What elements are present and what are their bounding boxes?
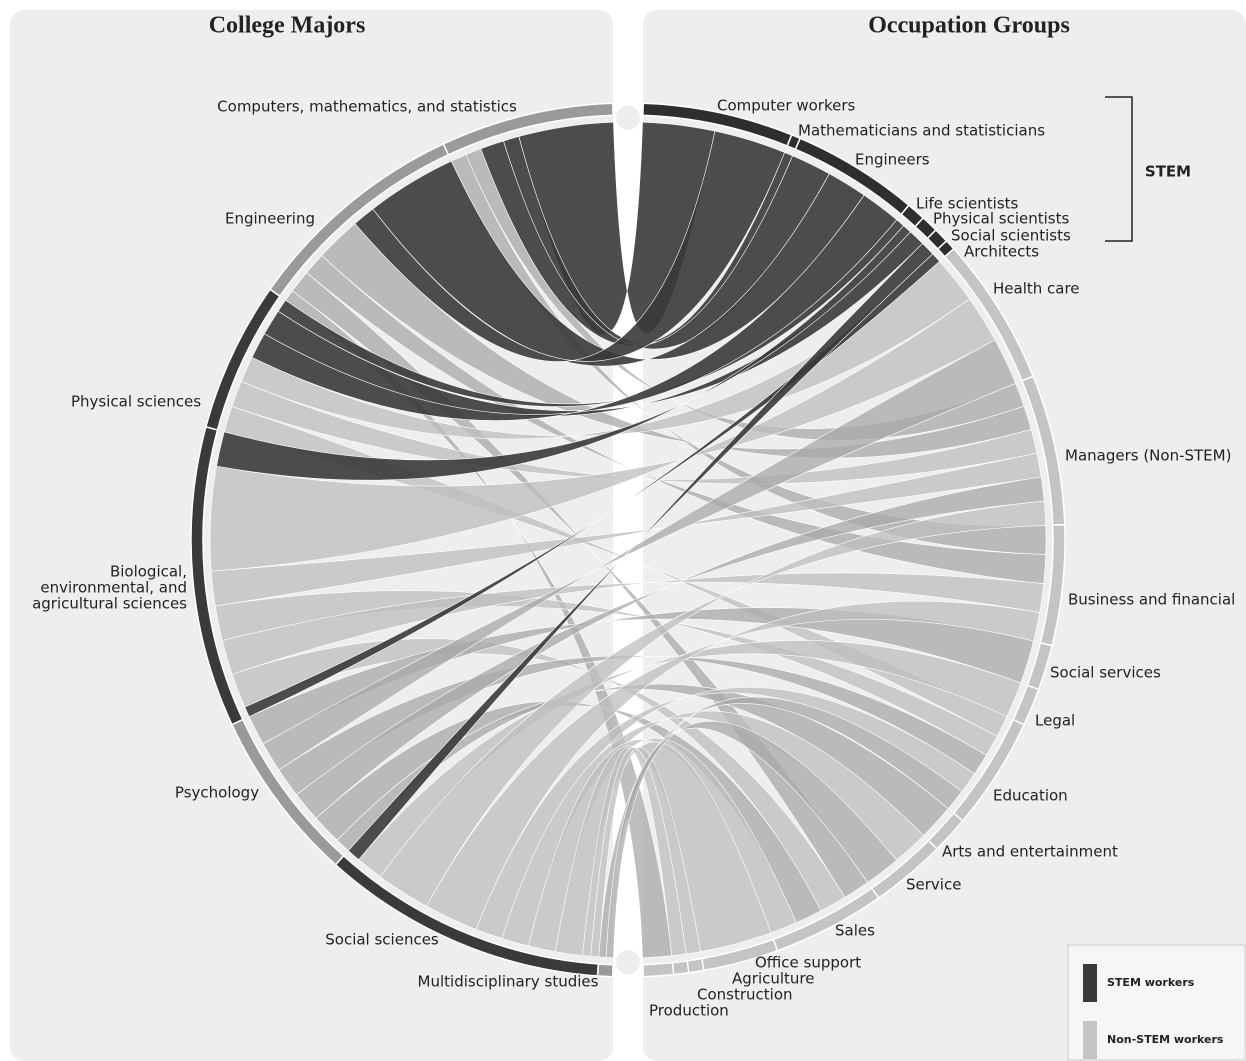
occupation-label: Mathematicians and statisticians [798,122,1045,140]
occupation-arc [671,960,690,976]
major-label: environmental, and [40,579,187,597]
chord [426,600,1040,930]
legend-swatch [1083,1021,1097,1059]
chord [347,242,934,861]
legend-label: Non-STEM workers [1107,1033,1224,1046]
chord [590,747,701,958]
major-label: Engineering [225,210,315,228]
occupation-label: Social services [1050,664,1161,682]
chord [210,452,1042,607]
occupation-label: Physical scientists [933,210,1069,228]
ring [190,102,1066,978]
occupation-arc [686,957,705,974]
stem-bracket [1105,96,1133,242]
chord [262,339,1016,771]
occupation-label: Agriculture [732,970,815,988]
occupation-label: Health care [993,280,1080,298]
chords [209,121,1047,959]
major-arc [596,963,614,978]
major-label: Social sciences [325,931,439,949]
chord [216,225,911,481]
bracket-label: STEM [1145,163,1191,181]
major-label: Biological, [110,563,187,581]
occupation-label: Life scientists [916,195,1019,213]
chord [605,721,898,959]
major-label: Computers, mathematics, and statistics [217,98,517,116]
major-label: Physical sciences [71,393,201,411]
chord [251,194,898,421]
occupation-label: Legal [1035,712,1075,730]
occupation-label: Social scientists [951,227,1071,245]
occupation-arc [642,961,675,978]
legend [1067,944,1246,1061]
occupation-label: Sales [835,922,875,940]
chord [231,638,846,912]
major-label: Psychology [175,784,259,802]
occupation-label: Production [649,1002,729,1020]
occupation-label: Managers (Non-STEM) [1065,447,1231,465]
occupation-label: Education [993,787,1068,805]
occupation-label: Arts and entertainment [942,843,1118,861]
occupation-label: Computer workers [717,97,855,115]
chord [231,381,1038,485]
occupation-label: Engineers [855,151,930,169]
occupation-label: Construction [697,986,793,1004]
occupation-label: Architects [964,243,1039,261]
occupation-label: Service [906,876,961,894]
top-notch [616,106,640,130]
major-label: agricultural sciences [32,595,187,613]
chord [296,476,1045,819]
chord [354,130,785,362]
chord [321,223,1032,459]
occupation-label: Business and financial [1068,591,1235,609]
chord [209,298,996,572]
legend-label: STEM workers [1107,976,1195,989]
bottom-notch [616,950,640,974]
chord [379,500,1047,907]
chord [221,572,1045,675]
major-label: Multidisciplinary studies [418,973,599,991]
occupation-label: Office support [755,954,861,972]
left-title: College Majors [209,13,366,39]
right-title: Occupation Groups [868,13,1070,39]
legend-swatch [1083,964,1097,1002]
